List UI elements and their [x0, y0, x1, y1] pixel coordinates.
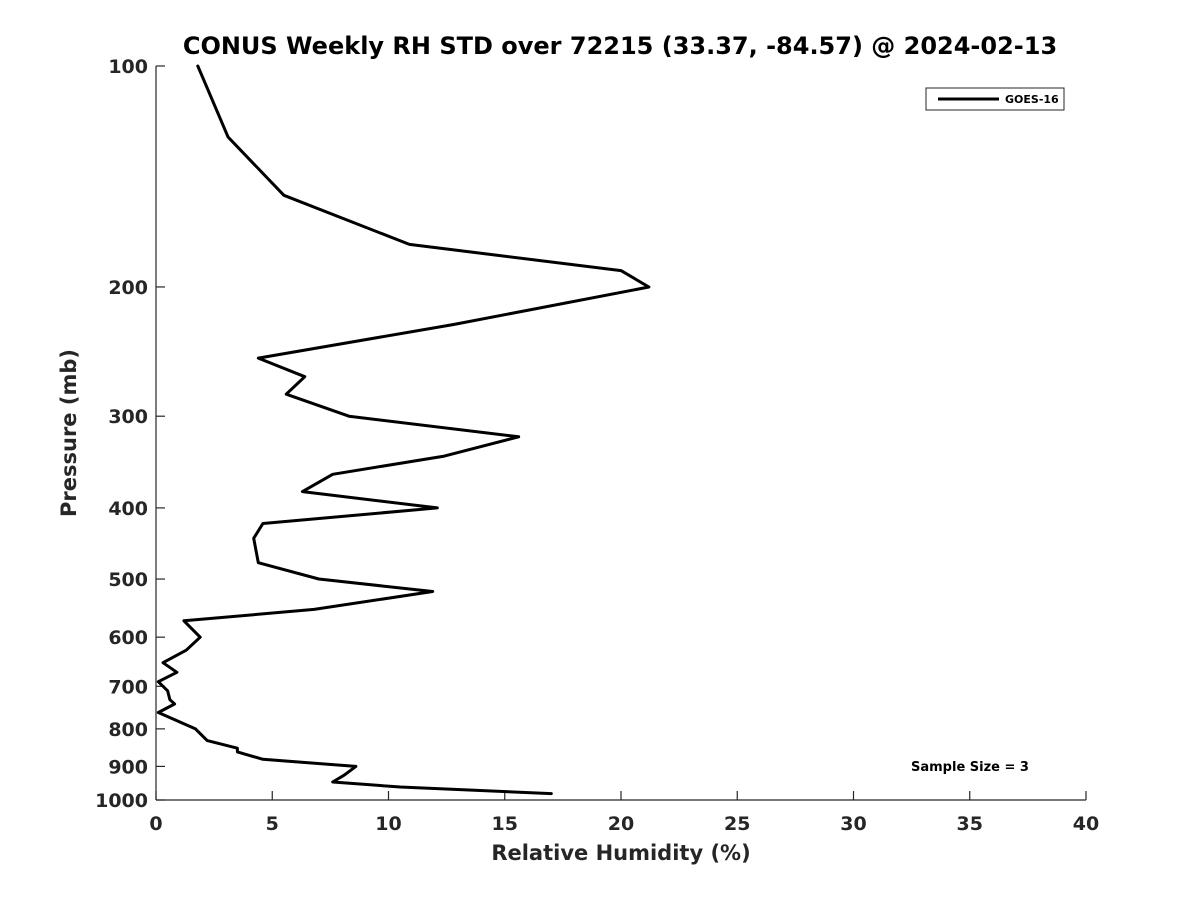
- y-tick-label: 400: [108, 498, 148, 520]
- legend: GOES-16: [925, 87, 1065, 111]
- sample-size-annotation: Sample Size = 3: [911, 760, 1029, 775]
- series-line-0: [156, 64, 651, 796]
- y-tick-label: 800: [108, 719, 148, 741]
- series-layer: [156, 64, 651, 796]
- y-tick-label: 900: [108, 756, 148, 778]
- x-tick-label: 40: [1073, 813, 1099, 835]
- y-ticks: 100 200 300 400 500 600 700 800 900 1000: [95, 56, 165, 812]
- y-tick-label: 100: [108, 56, 148, 78]
- y-tick-label: 500: [108, 569, 148, 591]
- y-tick-label: 700: [108, 676, 148, 698]
- x-tick-label: 10: [375, 813, 401, 835]
- y-tick-label: 300: [108, 406, 148, 428]
- y-tick-label: 1000: [95, 790, 148, 812]
- x-tick-label: 20: [608, 813, 634, 835]
- y-tick-label: 600: [108, 627, 148, 649]
- y-axis-label: Pressure (mb): [57, 349, 81, 517]
- x-axis-label: Relative Humidity (%): [491, 841, 750, 865]
- x-ticks: 0 5 10 15 20 25 30 35 40: [149, 791, 1099, 835]
- x-tick-label: 15: [492, 813, 518, 835]
- y-tick-label: 200: [108, 277, 148, 299]
- legend-label: GOES-16: [1005, 93, 1059, 106]
- x-tick-label: 35: [957, 813, 983, 835]
- axes: [155, 66, 1086, 801]
- chart-title: CONUS Weekly RH STD over 72215 (33.37, -…: [183, 32, 1057, 60]
- x-tick-label: 0: [149, 813, 162, 835]
- x-tick-label: 5: [266, 813, 279, 835]
- x-tick-label: 30: [840, 813, 866, 835]
- x-tick-label: 25: [724, 813, 750, 835]
